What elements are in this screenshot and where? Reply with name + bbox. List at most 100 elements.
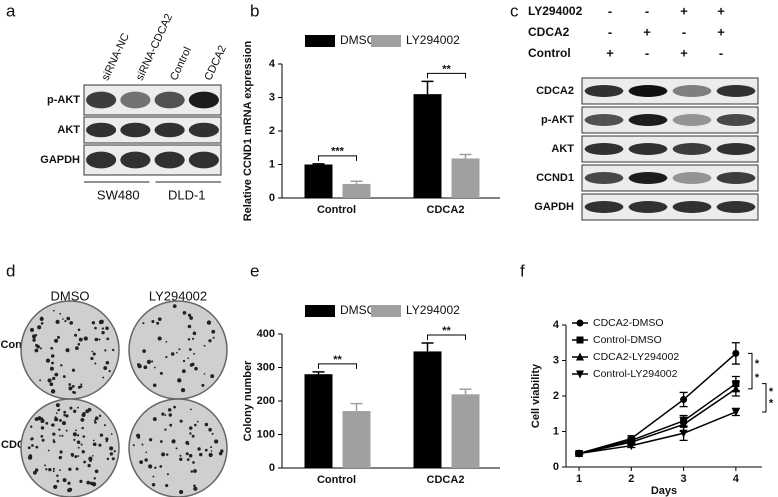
colony (55, 403, 60, 408)
colony (204, 448, 208, 452)
colony (40, 434, 44, 438)
colony (72, 391, 75, 394)
colony (40, 426, 45, 430)
colony (186, 458, 190, 461)
marker (576, 352, 584, 361)
colony (81, 450, 85, 454)
colony (52, 467, 55, 471)
colony (87, 463, 91, 468)
colony (54, 416, 57, 419)
bar (451, 394, 480, 468)
colony (210, 446, 213, 449)
colony (108, 370, 111, 373)
colony (50, 389, 56, 394)
colony (78, 337, 83, 342)
x-tick-label: 1 (576, 473, 582, 485)
colony (80, 383, 83, 386)
significance-bracket (427, 334, 466, 341)
colony (152, 383, 157, 388)
colony (101, 330, 105, 335)
colony (161, 452, 166, 457)
band (716, 114, 756, 126)
colony (95, 416, 99, 419)
colony (179, 457, 183, 461)
colony (105, 439, 108, 443)
colony (109, 446, 114, 451)
colony (77, 328, 81, 332)
colony (31, 444, 34, 447)
legend-label: DMSO (340, 33, 376, 47)
colony (94, 337, 99, 342)
colony (189, 432, 192, 435)
colony (35, 343, 39, 347)
colony (105, 360, 110, 365)
bar (413, 94, 442, 198)
colony (151, 360, 154, 363)
colony (65, 429, 68, 432)
colony (89, 459, 92, 463)
colony (157, 317, 162, 321)
colony (69, 406, 73, 410)
row-label: GAPDH (534, 201, 574, 213)
colony (157, 336, 162, 341)
colony (146, 359, 152, 365)
row-label: AKT (551, 143, 574, 155)
error-bar (421, 342, 434, 352)
band (584, 172, 624, 184)
colony (94, 326, 97, 330)
colony (143, 365, 148, 370)
condition-sign: + (680, 45, 688, 60)
band (716, 85, 756, 97)
colony (52, 432, 56, 436)
colony (208, 427, 212, 432)
legend-label: DMSO (340, 303, 376, 317)
colony (98, 414, 102, 418)
band (86, 151, 117, 169)
legend-label: Control-LY294002 (593, 368, 678, 380)
colony (67, 488, 72, 493)
colony (57, 335, 60, 339)
colony (53, 484, 58, 489)
colony (77, 446, 80, 449)
y-tick-label: 100 (257, 428, 275, 440)
colony (187, 338, 191, 341)
significance-label: * (755, 372, 760, 384)
colony (56, 474, 59, 477)
y-tick-label: 4 (553, 319, 560, 331)
colony (110, 433, 113, 435)
colony (192, 461, 195, 464)
error-bar (421, 80, 434, 95)
colony (39, 347, 42, 350)
x-tick-label: Control (317, 474, 356, 486)
colony (58, 428, 61, 431)
line (578, 388, 737, 455)
bar (304, 164, 333, 198)
colony (161, 412, 165, 416)
colony (142, 349, 146, 353)
colony (165, 355, 168, 359)
panel-label: f (520, 261, 525, 280)
significance-label: * (755, 358, 760, 370)
colony (166, 473, 169, 476)
colony (71, 368, 76, 372)
colony (67, 481, 71, 485)
colony (156, 321, 160, 325)
colony (179, 419, 183, 423)
colony (75, 429, 77, 432)
colony (45, 358, 51, 363)
line (578, 411, 737, 455)
colony (91, 454, 94, 457)
colony (54, 372, 59, 377)
legend-swatch (371, 305, 401, 317)
colony (68, 467, 72, 471)
band (716, 143, 756, 155)
y-tick-label: 2 (269, 125, 275, 137)
band (584, 114, 624, 126)
colony (189, 316, 193, 320)
colony (79, 479, 83, 483)
colony (194, 366, 198, 371)
colony (182, 359, 186, 363)
band (154, 122, 185, 138)
legend-label: LY294002 (406, 303, 460, 317)
colony (187, 324, 192, 329)
